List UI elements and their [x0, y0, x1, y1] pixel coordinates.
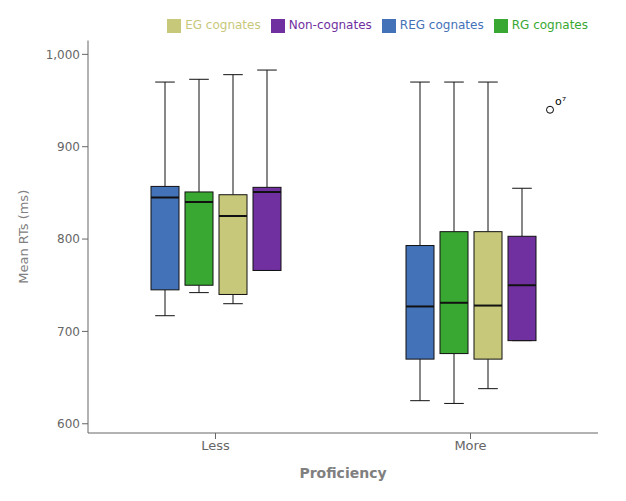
html-text:Non-cognates: Non-cognates — [288, 18, 372, 32]
svg-text:1,000: 1,000 — [46, 48, 80, 62]
html-text:REG cognates: REG cognates — [399, 18, 484, 32]
html-text:EG cognates: EG cognates — [185, 18, 261, 32]
svg-text:o⁷: o⁷ — [555, 95, 566, 108]
svg-text:900: 900 — [57, 140, 80, 154]
html-text:RG cognates: RG cognates — [511, 18, 588, 32]
svg-text:Proficiency: Proficiency — [299, 465, 386, 481]
svg-text:Mean RTs (ms): Mean RTs (ms) — [16, 190, 31, 284]
svg-text:More: More — [454, 438, 486, 453]
svg-text:800: 800 — [57, 232, 80, 246]
svg-text:Less: Less — [201, 438, 230, 453]
svg-text:600: 600 — [57, 417, 80, 431]
svg-text:700: 700 — [57, 325, 80, 339]
